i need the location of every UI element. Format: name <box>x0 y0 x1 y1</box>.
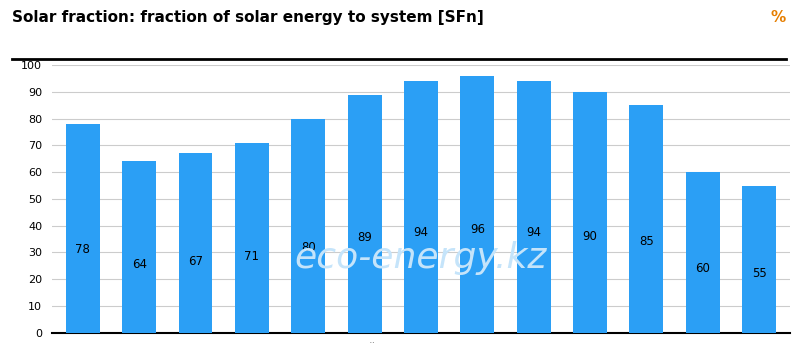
Bar <box>404 81 438 333</box>
Text: 89: 89 <box>358 231 372 244</box>
Text: 85: 85 <box>639 235 654 248</box>
Text: 55: 55 <box>752 267 766 280</box>
Bar <box>66 124 100 333</box>
Text: 78: 78 <box>76 243 90 256</box>
Bar <box>348 95 381 333</box>
Text: 60: 60 <box>695 262 710 275</box>
Bar <box>742 186 776 333</box>
Bar <box>517 81 551 333</box>
Bar <box>573 92 607 333</box>
Text: 67: 67 <box>188 255 203 268</box>
Bar <box>685 172 720 333</box>
Text: 94: 94 <box>526 226 541 239</box>
Text: 64: 64 <box>132 258 147 271</box>
Text: %: % <box>771 10 786 25</box>
Text: 94: 94 <box>413 226 429 239</box>
Bar <box>291 119 325 333</box>
Text: 90: 90 <box>583 230 598 243</box>
Text: 80: 80 <box>301 240 316 253</box>
Bar <box>630 105 663 333</box>
Text: eco-energy.kz: eco-energy.kz <box>294 241 547 275</box>
Bar <box>460 76 494 333</box>
Text: 71: 71 <box>244 250 259 263</box>
Bar <box>235 143 269 333</box>
Text: Solar fraction: fraction of solar energy to system [SFn]: Solar fraction: fraction of solar energy… <box>12 10 484 25</box>
Bar <box>122 162 156 333</box>
Text: 96: 96 <box>470 224 485 236</box>
Bar <box>179 153 212 333</box>
